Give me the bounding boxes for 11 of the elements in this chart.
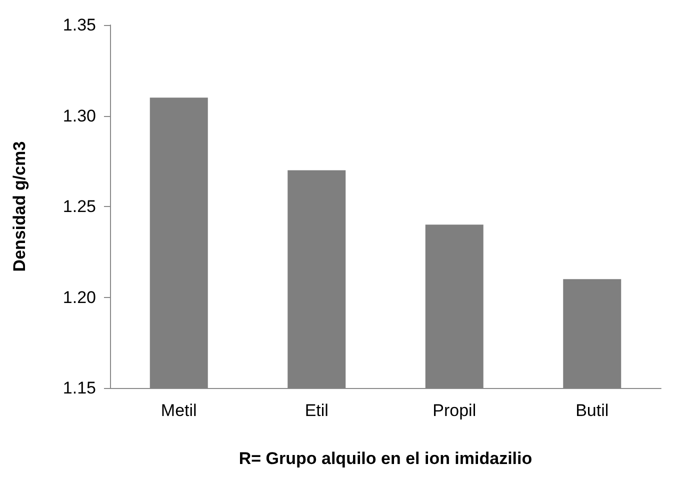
y-axis-title: Densidad g/cm3 (10, 141, 29, 272)
y-tick-label: 1.30 (62, 106, 96, 126)
x-tick-label: Butil (576, 401, 609, 420)
y-tick-label: 1.15 (62, 378, 96, 398)
x-tick-label: Propil (432, 401, 476, 420)
y-tick-label: 1.20 (62, 288, 96, 307)
x-axis-title: R= Grupo alquilo en el ion imidazilio (238, 449, 532, 468)
y-tick-label: 1.35 (62, 16, 96, 34)
x-tick-label: Etil (304, 401, 328, 420)
y-tick-label: 1.25 (62, 197, 96, 216)
x-tick-label: Metil (160, 401, 197, 420)
